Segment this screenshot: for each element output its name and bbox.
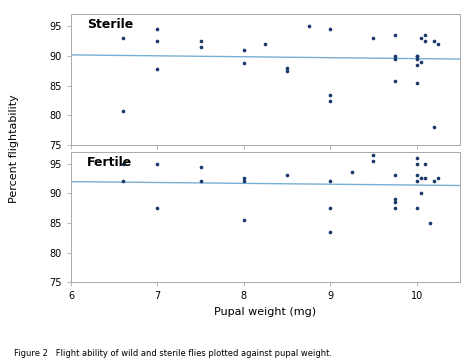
Point [391, 53, 399, 59]
Point [154, 38, 161, 44]
Point [421, 161, 429, 167]
Point [413, 62, 420, 68]
Point [283, 173, 291, 178]
Point [434, 176, 442, 181]
Point [430, 125, 438, 130]
Point [391, 196, 399, 202]
Point [370, 152, 377, 157]
Point [327, 26, 334, 32]
Point [283, 65, 291, 71]
Point [197, 44, 204, 50]
Point [240, 60, 247, 66]
Point [417, 59, 425, 65]
Point [413, 53, 420, 59]
Point [413, 155, 420, 160]
Point [197, 164, 204, 169]
Point [154, 161, 161, 167]
Point [119, 178, 127, 184]
Point [283, 68, 291, 74]
Point [119, 35, 127, 41]
Point [417, 190, 425, 196]
Point [413, 161, 420, 167]
Point [413, 80, 420, 86]
Text: Sterile: Sterile [87, 18, 133, 31]
Point [240, 176, 247, 181]
Text: Fertile: Fertile [87, 156, 132, 169]
Point [119, 108, 127, 114]
Point [119, 161, 127, 167]
Point [413, 178, 420, 184]
Point [417, 176, 425, 181]
Point [417, 35, 425, 41]
Point [154, 66, 161, 72]
Point [391, 56, 399, 62]
Point [154, 26, 161, 32]
Point [426, 220, 433, 226]
Point [391, 78, 399, 84]
Point [240, 217, 247, 223]
Point [430, 178, 438, 184]
Point [348, 169, 356, 175]
Point [421, 38, 429, 44]
Text: Figure 2   Flight ability of wild and sterile flies plotted against pupal weight: Figure 2 Flight ability of wild and ster… [14, 349, 332, 358]
Point [240, 178, 247, 184]
Point [391, 199, 399, 205]
Point [413, 53, 420, 59]
Point [421, 32, 429, 38]
Point [262, 41, 269, 47]
Point [327, 98, 334, 104]
Point [370, 35, 377, 41]
Point [327, 92, 334, 98]
Point [434, 41, 442, 47]
Point [305, 24, 312, 29]
Point [327, 229, 334, 235]
Point [413, 56, 420, 62]
Text: Percent flightability: Percent flightability [9, 94, 19, 203]
Point [327, 205, 334, 211]
Point [327, 178, 334, 184]
Point [391, 32, 399, 38]
Point [421, 176, 429, 181]
X-axis label: Pupal weight (mg): Pupal weight (mg) [214, 307, 317, 317]
Point [197, 178, 204, 184]
Point [197, 38, 204, 44]
Point [430, 38, 438, 44]
Point [413, 173, 420, 178]
Point [154, 205, 161, 211]
Point [370, 158, 377, 164]
Point [391, 173, 399, 178]
Point [413, 205, 420, 211]
Point [240, 47, 247, 53]
Point [391, 205, 399, 211]
